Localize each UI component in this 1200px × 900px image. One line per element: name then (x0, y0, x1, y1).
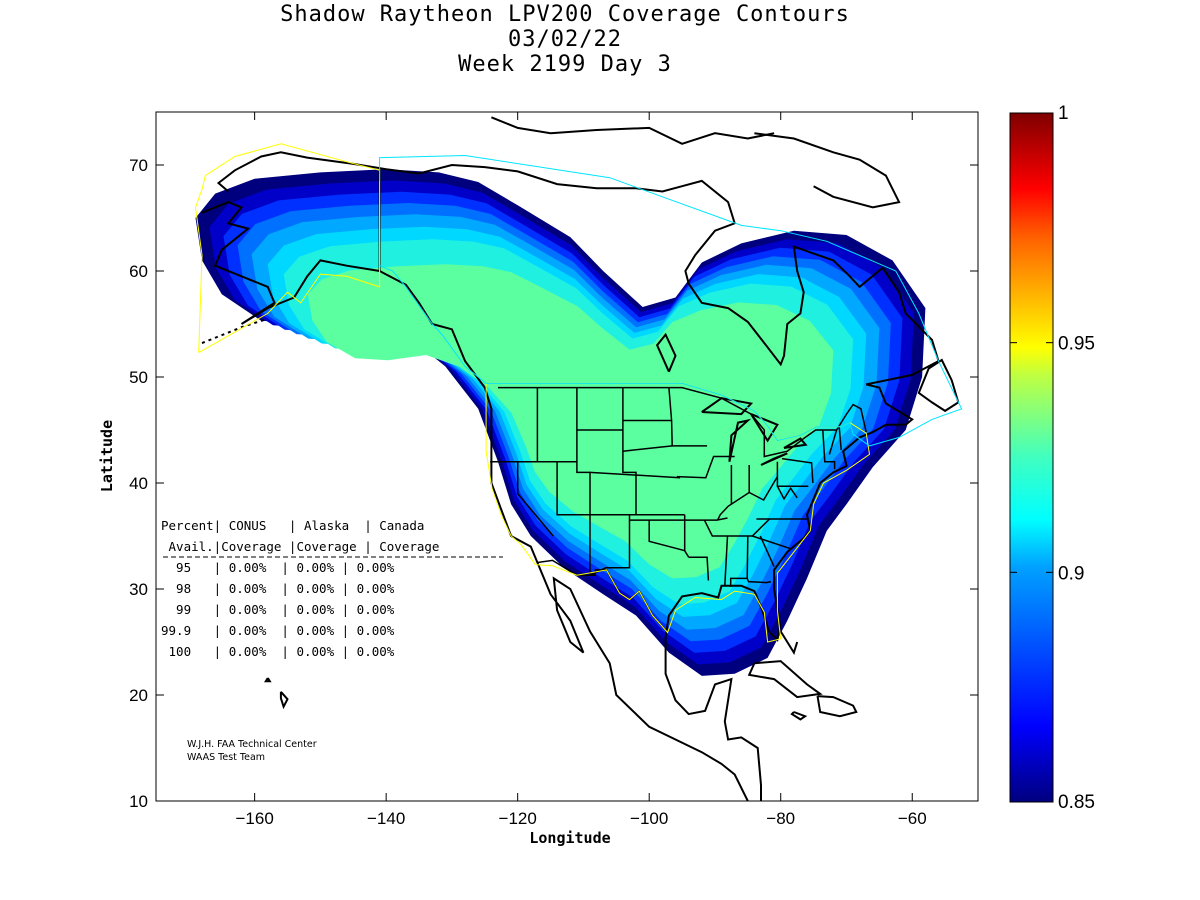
credit-line-1: W.J.H. FAA Technical Center (187, 739, 317, 750)
y-tick-label: 60 (129, 262, 148, 281)
coverage-table: Percent| CONUS | Alaska | Canada Avail.|… (161, 518, 503, 659)
state-border (776, 485, 798, 501)
y-tick-label: 70 (129, 156, 148, 175)
coastline (754, 132, 901, 209)
lake-outline (728, 418, 752, 463)
coastline (790, 711, 808, 721)
lake-outline (783, 437, 808, 449)
state-border (746, 578, 772, 584)
chart-date: 03/02/22 (508, 27, 622, 52)
state-border (648, 520, 686, 552)
y-axis-label: Latitude (98, 420, 116, 492)
colorbar-tick-label: 0.9 (1058, 563, 1084, 584)
state-border (724, 535, 729, 586)
state-border (622, 445, 673, 452)
chart-week-day: Week 2199 Day 3 (458, 52, 672, 77)
coastline (491, 116, 775, 145)
colorbar-ticks: 0.85 0.9 0.95 1 (1010, 103, 1095, 813)
coastline (779, 630, 799, 655)
axis-ticks: −160 −140 −120 −100 −80 −60 10 20 30 40 50 60 70 (129, 112, 978, 828)
state-border (676, 455, 735, 479)
state-border (729, 535, 749, 587)
colorbar-tick-label: 1 (1058, 103, 1069, 124)
coastline (747, 660, 823, 699)
colorbar-tick-label: 0.95 (1058, 334, 1095, 355)
y-tick-label: 40 (129, 474, 148, 493)
coverage-contours (195, 169, 926, 676)
lake-outline (655, 332, 677, 373)
table-header-2: Avail.|Coverage |Coverage | Coverage (161, 539, 439, 554)
x-tick-label: −160 (235, 809, 273, 828)
y-tick-label: 30 (129, 580, 148, 599)
state-border (703, 518, 771, 537)
x-tick-label: −100 (630, 809, 668, 828)
us-canada-border (498, 386, 867, 458)
x-tick-label: −60 (898, 809, 927, 828)
lake-outline (760, 452, 788, 466)
x-tick-label: −80 (766, 809, 795, 828)
state-border (822, 429, 836, 470)
contour-level (307, 264, 834, 579)
y-tick-label: 20 (129, 686, 148, 705)
coastline (279, 691, 289, 710)
state-border (752, 535, 791, 550)
state-border (759, 535, 775, 568)
plot-frame (155, 111, 979, 802)
table-row: 98 | 0.00% | 0.00% | 0.00% (161, 581, 395, 596)
state-border (683, 514, 690, 558)
chart-title: Shadow Raytheon LPV200 Coverage Contours (280, 2, 850, 27)
coastline (917, 358, 960, 413)
coastline (263, 677, 272, 683)
table-row: 95 | 0.00% | 0.00% | 0.00% (161, 560, 395, 575)
lake-outline (701, 397, 754, 416)
table-row: 99.9 | 0.00% | 0.00% | 0.00% (161, 623, 395, 638)
state-border (668, 387, 708, 447)
table-row: 99 | 0.00% | 0.00% | 0.00% (161, 602, 395, 617)
coastline (816, 695, 858, 718)
canada-service-boundary (379, 154, 963, 447)
state-border (781, 457, 814, 484)
coastline (664, 267, 940, 801)
aleutian-islands (201, 317, 269, 345)
table-row: 100 | 0.00% | 0.00% | 0.00% (161, 644, 395, 659)
x-axis-label: Longitude (529, 829, 610, 847)
y-tick-label: 10 (129, 792, 148, 811)
y-tick-label: 50 (129, 368, 148, 387)
x-tick-label: −140 (367, 809, 405, 828)
x-tick-label: −120 (499, 809, 537, 828)
state-border (589, 471, 681, 479)
service-boundaries (194, 143, 963, 643)
alaska-service-boundary (194, 143, 381, 354)
colorbar-tick-label: 0.85 (1058, 792, 1095, 813)
state-border (716, 476, 779, 521)
state-border (684, 517, 728, 521)
state-border (688, 556, 710, 581)
plot-area (194, 116, 963, 801)
state-border (828, 429, 838, 455)
state-border (589, 514, 631, 577)
coastline (201, 201, 749, 801)
table-header-1: Percent| CONUS | Alaska | Canada (161, 518, 424, 533)
credit-line-2: WAAS Test Team (187, 752, 265, 763)
state-border (838, 426, 842, 451)
colorbar (1009, 112, 1054, 803)
